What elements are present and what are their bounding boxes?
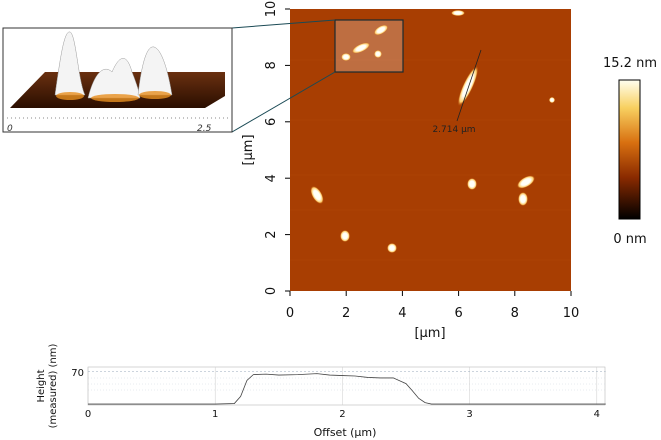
x-tick-label: 1 (212, 409, 218, 420)
profile-line (88, 373, 606, 405)
x-tick-label: 8 (511, 306, 519, 321)
x-tick-label: 4 (594, 409, 600, 420)
inset-tick-label: 0 (7, 124, 13, 134)
x-tick-label: 0 (286, 306, 294, 321)
y-axis-label: [μm] (241, 134, 256, 165)
afm-image (231, 9, 571, 291)
y-tick-label: 70 (71, 368, 84, 379)
y-tick-label: 0 (264, 287, 279, 295)
inset-3d (2, 27, 233, 133)
x-axis-label: [μm] (414, 326, 445, 341)
x-tick-label: 3 (466, 409, 472, 420)
x-tick-label: 0 (85, 409, 91, 420)
profile-frame (87, 366, 606, 406)
colorbar (618, 79, 641, 220)
x-tick-label: 2 (339, 409, 345, 420)
y-tick-label: 4 (264, 174, 279, 182)
profile-decor (88, 377, 605, 391)
x-tick-label: 6 (454, 306, 462, 321)
inset-tick-label: 2.5 (197, 124, 212, 134)
y-tick-label: 2 (264, 230, 279, 238)
annotation: 2.714 μm (432, 125, 475, 135)
y-tick-label: 10 (264, 1, 279, 18)
y-axis-label: (measured) (nm) (48, 343, 59, 428)
y-axis-label: Height (36, 369, 47, 402)
colorbar-label: 15.2 nm (603, 56, 657, 71)
x-axis-label: Offset (μm) (314, 426, 377, 439)
x-tick-label: 2 (342, 306, 350, 321)
y-tick-label: 8 (264, 61, 279, 69)
x-tick-label: 4 (398, 306, 406, 321)
colorbar-label: 0 nm (613, 232, 646, 247)
y-tick-label: 6 (264, 118, 279, 126)
x-tick-label: 10 (563, 306, 580, 321)
